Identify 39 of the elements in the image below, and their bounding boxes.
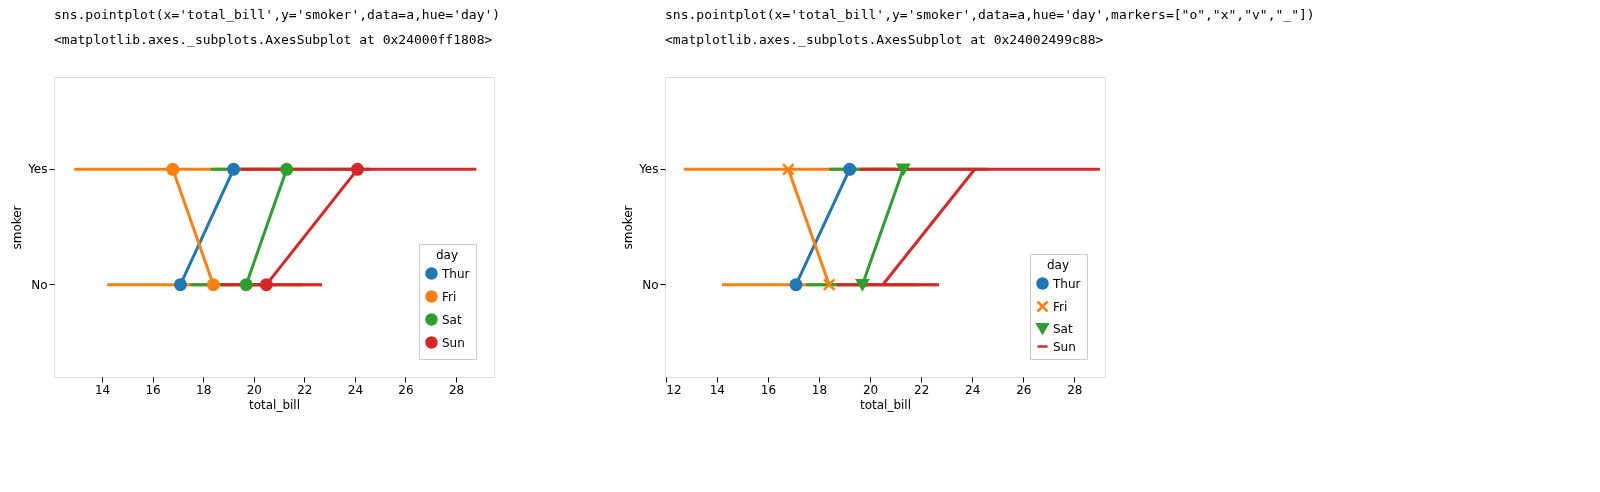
x-tick-label: 16 <box>145 382 161 397</box>
x-tick-label: 12 <box>666 382 682 397</box>
x-tick-label: 28 <box>1067 382 1083 397</box>
x-tick-label: 28 <box>448 382 465 397</box>
x-tick-label: 14 <box>94 382 111 397</box>
legend-label: Sun <box>442 335 465 350</box>
legend-title: day <box>1046 258 1070 272</box>
x-tick-label: 16 <box>760 382 777 397</box>
text: sns.pointplot(x='total_bill',y='smoker',data=a,hue='day') <box>54 7 501 22</box>
y-tick-label: Yes <box>27 162 48 177</box>
text: sns.pointplot(x='total_bill',y='smoker',data=a,hue='day',markers=["o","x","v","_"]) <box>665 7 1315 22</box>
text: <matplotlib.axes._subplots.AxesSubplot at 0x24002499c88> <box>665 32 1104 47</box>
legend-label: Thur <box>441 266 470 281</box>
legend-label: Fri <box>442 289 457 304</box>
x-tick-label: 26 <box>398 382 414 397</box>
x-axis-title: total_bill <box>859 397 912 412</box>
x-axis-title: total_bill <box>248 397 301 412</box>
x-tick-label: 22 <box>297 382 313 397</box>
legend-label: Fri <box>1053 299 1068 314</box>
x-tick-label: 26 <box>1016 382 1032 397</box>
legend-label: Thur <box>1052 276 1081 291</box>
legend-label: Sat <box>1053 321 1073 336</box>
x-tick-label: 24 <box>965 382 981 397</box>
text: <matplotlib.axes._subplots.AxesSubplot at 0x24000ff1808> <box>54 32 493 47</box>
x-tick-label: 14 <box>709 382 725 397</box>
legend-title: day <box>435 248 459 262</box>
x-tick-label: 24 <box>347 382 364 397</box>
y-axis-title: smoker <box>10 205 25 250</box>
y-tick-label: No <box>31 277 48 292</box>
legend-label: Sat <box>442 312 462 327</box>
x-tick-label: 20 <box>862 382 879 397</box>
x-tick-label: 22 <box>913 382 930 397</box>
x-tick-label: 18 <box>811 382 828 397</box>
y-axis-title: smoker <box>621 205 636 250</box>
y-tick-label: Yes <box>638 162 659 177</box>
x-tick-label: 20 <box>246 382 262 397</box>
legend-label: Sun <box>1053 339 1076 354</box>
x-tick-label: 18 <box>196 382 212 397</box>
y-tick-label: No <box>642 277 659 292</box>
